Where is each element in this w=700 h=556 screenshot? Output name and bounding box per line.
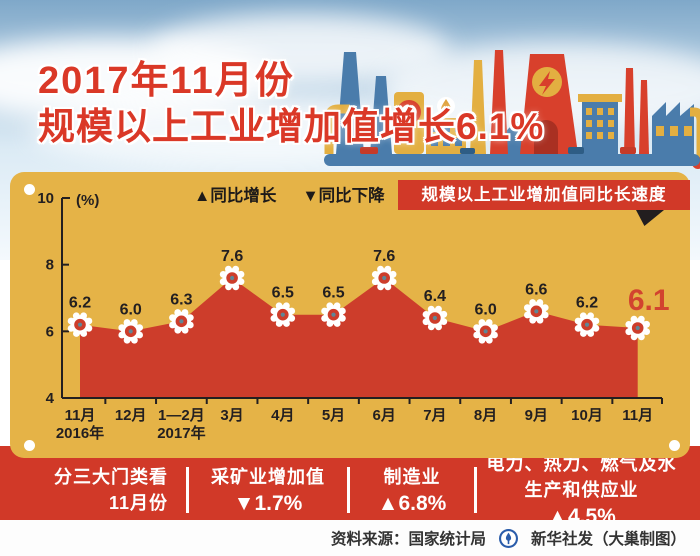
value-with-arrow: ▼1.7% bbox=[233, 491, 303, 515]
x-tick-label: 8月 bbox=[474, 407, 497, 424]
value-label: 6.0 bbox=[474, 301, 496, 318]
gear-center-dot bbox=[635, 325, 640, 331]
x-tick-label: 10月 bbox=[571, 407, 603, 424]
x-tick-label: 1—2月 bbox=[158, 407, 205, 424]
x-tick-label: 4月 bbox=[271, 407, 294, 424]
gear-center-dot bbox=[534, 309, 539, 314]
highlight-value-label: 6.1 bbox=[628, 284, 670, 317]
x-tick-label: 11月 bbox=[622, 407, 653, 424]
gear-marker bbox=[169, 309, 194, 334]
value-label: 6.4 bbox=[424, 288, 446, 305]
source-label: 资料来源：国家统计局 bbox=[330, 531, 486, 548]
value-label: 6.0 bbox=[120, 301, 142, 318]
gear-center-dot bbox=[331, 312, 336, 317]
y-tick-label: 8 bbox=[46, 257, 54, 274]
x-tick-label: 6月 bbox=[373, 407, 396, 424]
gear-marker bbox=[321, 302, 346, 327]
rivet-icon bbox=[24, 440, 35, 451]
legend-down-label: ▼同比下降 bbox=[302, 187, 385, 205]
gear-marker bbox=[219, 265, 245, 291]
chart-title-banner: 规模以上工业增加值同比长速度 bbox=[398, 180, 690, 210]
rivet-icon bbox=[669, 440, 680, 451]
gear-center-dot bbox=[77, 322, 83, 327]
gear-center-dot bbox=[230, 275, 235, 281]
gear-center-dot bbox=[483, 329, 488, 334]
band-header-line1: 分三大门类看 bbox=[54, 467, 168, 487]
gear-marker bbox=[574, 312, 600, 337]
area-series bbox=[80, 278, 638, 398]
value-label: 6.2 bbox=[576, 295, 598, 312]
x-tick-label: 5月 bbox=[322, 407, 345, 424]
factory-illustration-icon bbox=[324, 50, 700, 169]
value-label: 7.6 bbox=[221, 248, 243, 265]
credit-label: 新华社发（大巢制图） bbox=[530, 531, 686, 548]
gear-center-dot bbox=[382, 275, 387, 281]
value-label: 6.3 bbox=[170, 291, 192, 308]
title-line-2: 规模以上工业增加值增长6.1% bbox=[38, 106, 545, 147]
gear-marker bbox=[473, 319, 498, 344]
value-label: 6.6 bbox=[525, 281, 547, 298]
gear-marker bbox=[118, 319, 143, 344]
gear-center-dot bbox=[432, 315, 437, 321]
gear-center-dot bbox=[128, 329, 133, 334]
band-item-manufacturing: 制造业 ▲6.8% bbox=[358, 464, 466, 517]
divider bbox=[186, 467, 189, 513]
page-title: 2017年11月份 规模以上工业增加值增长6.1% bbox=[38, 58, 544, 150]
categories-band: 分三大门类看 11月份 采矿业增加值 ▼1.7% 制造业 ▲6.8% 电力、热力… bbox=[0, 446, 700, 528]
divider bbox=[347, 467, 350, 513]
year-label: 2016年 bbox=[56, 424, 104, 442]
gear-marker bbox=[422, 305, 448, 331]
band-item-utilities: 电力、热力、燃气及水生产和供应业 ▲4.5% bbox=[486, 453, 677, 528]
gear-center-dot bbox=[179, 319, 184, 324]
legend-up-label: ▲同比增长 bbox=[194, 187, 277, 205]
band-header: 分三大门类看 11月份 bbox=[22, 464, 178, 516]
gear-marker bbox=[270, 302, 296, 327]
vehicle-icon bbox=[360, 147, 636, 154]
title-line-1: 2017年11月份 bbox=[38, 60, 295, 102]
gear-marker bbox=[524, 299, 549, 324]
x-tick-label: 3月 bbox=[220, 407, 243, 424]
y-tick-label: 6 bbox=[46, 323, 54, 340]
x-tick-label: 12月 bbox=[115, 407, 147, 424]
divider bbox=[474, 467, 477, 513]
band-item-mining: 采矿业增加值 ▼1.7% bbox=[197, 464, 339, 517]
rivet-icon bbox=[24, 184, 35, 195]
gear-marker bbox=[625, 315, 650, 341]
gear-center-dot bbox=[584, 322, 590, 327]
value-label: 6.5 bbox=[322, 285, 344, 302]
chart-legend: ▲同比增长 ▼同比下降 bbox=[194, 182, 385, 206]
gear-marker bbox=[371, 265, 397, 291]
value-with-arrow: ▲6.8% bbox=[377, 491, 447, 515]
x-tick-label: 9月 bbox=[525, 407, 548, 424]
y-tick-label: 10 bbox=[37, 190, 54, 207]
xinhua-logo-icon bbox=[498, 528, 519, 549]
footer: 资料来源：国家统计局 新华社发（大巢制图） bbox=[0, 520, 700, 556]
value-label: 6.5 bbox=[272, 285, 294, 302]
x-tick-label: 11月 bbox=[65, 407, 96, 424]
y-tick-label: 4 bbox=[46, 390, 55, 407]
value-label: 7.6 bbox=[373, 248, 395, 265]
unit-label: (%) bbox=[76, 192, 99, 209]
chart-panel: ▲同比增长 ▼同比下降 规模以上工业增加值同比长速度 4 6 8 10 (%) 11月 12… bbox=[10, 172, 690, 458]
year-label: 2017年 bbox=[157, 424, 205, 442]
gear-center-dot bbox=[280, 312, 285, 317]
x-tick-label: 7月 bbox=[423, 407, 446, 424]
value-label: 6.2 bbox=[69, 295, 91, 312]
gear-marker bbox=[67, 312, 93, 337]
band-header-line2: 11月份 bbox=[108, 493, 168, 513]
